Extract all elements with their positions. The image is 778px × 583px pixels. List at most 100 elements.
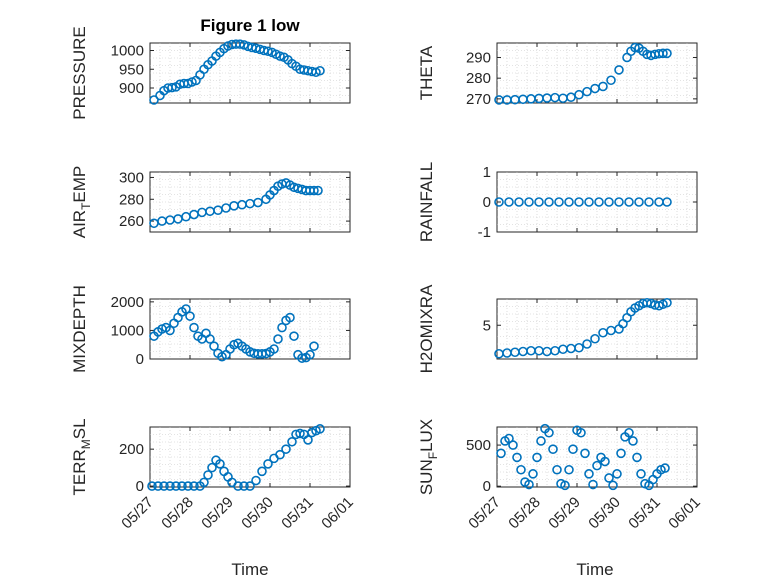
data-point	[600, 456, 610, 467]
data-point	[660, 463, 670, 473]
y-axis-label: PRESSURE	[70, 26, 89, 120]
data-point	[608, 480, 618, 491]
data-point	[287, 436, 297, 447]
data-point	[167, 82, 177, 93]
y-tick-label: 1000	[111, 43, 144, 60]
data-point	[552, 464, 562, 475]
data-point	[153, 481, 163, 491]
data-point	[662, 197, 672, 207]
data-point	[662, 297, 672, 308]
y-tick-label: 260	[119, 213, 144, 230]
y-tick-label: 5	[483, 317, 491, 334]
data-point	[582, 339, 592, 349]
data-point	[584, 469, 594, 479]
data-point	[634, 197, 644, 207]
data-point	[205, 334, 215, 344]
data-point	[662, 48, 672, 59]
data-point	[590, 333, 600, 344]
data-point	[209, 341, 219, 351]
data-point	[554, 197, 564, 207]
data-point	[584, 197, 594, 207]
data-point	[574, 342, 584, 353]
data-point	[285, 312, 295, 323]
data-point	[189, 481, 199, 491]
data-point	[315, 424, 325, 434]
data-point	[281, 444, 291, 454]
y-axis-label: SUNFLUX	[417, 419, 440, 495]
data-point	[592, 460, 602, 471]
data-point	[263, 459, 273, 469]
data-point	[215, 459, 225, 469]
x-axis-label-left: Time	[231, 560, 268, 579]
data-point	[564, 464, 574, 475]
data-point	[588, 479, 598, 490]
y-tick-label: 0	[136, 478, 144, 495]
data-point	[594, 197, 604, 207]
y-tick-label: 0	[483, 478, 491, 495]
y-tick-label: 500	[466, 437, 491, 454]
data-point	[309, 185, 319, 196]
figure-title: Figure 1 low	[200, 16, 300, 35]
data-point	[207, 462, 217, 473]
data-point	[289, 331, 299, 341]
data-point	[303, 435, 313, 445]
data-point	[516, 464, 526, 475]
data-point	[313, 185, 323, 196]
data-point	[658, 48, 668, 59]
data-point	[181, 304, 191, 314]
data-point	[494, 197, 504, 207]
data-point	[189, 322, 199, 333]
data-point	[297, 353, 307, 363]
data-point	[253, 197, 263, 208]
data-point	[536, 436, 546, 446]
data-point	[273, 334, 283, 344]
data-point	[574, 197, 584, 207]
data-point	[604, 197, 614, 207]
y-tick-label: 300	[119, 169, 144, 186]
data-point	[598, 81, 608, 92]
y-tick-label: 200	[119, 441, 144, 458]
data-point	[257, 466, 267, 477]
data-point	[263, 46, 273, 57]
data-point	[548, 444, 558, 454]
y-tick-label: 900	[119, 80, 144, 97]
data-point	[245, 481, 255, 491]
data-point	[528, 469, 538, 479]
subplot-5: 0 1000 2000 MIXDEPTH	[70, 285, 351, 373]
data-point	[524, 479, 534, 490]
data-point	[149, 95, 159, 105]
y-tick-label: 0	[136, 351, 144, 368]
subplot-4: -1 0 1 RAINFALL	[417, 162, 698, 242]
data-point	[574, 89, 584, 100]
y-axis-label: RAINFALL	[417, 162, 436, 242]
data-point	[504, 197, 514, 207]
data-point	[275, 51, 285, 61]
data-point	[183, 481, 193, 491]
y-axis-label: THETA	[417, 45, 436, 100]
x-axis-label-right: Time	[576, 560, 613, 579]
data-point	[606, 75, 616, 86]
data-point	[277, 322, 287, 333]
data-point	[604, 473, 614, 483]
data-point	[628, 436, 638, 446]
y-axis-label: TERRMSL	[70, 418, 93, 495]
data-point	[177, 481, 187, 491]
y-tick-label: 0	[483, 194, 491, 211]
y-tick-label: 1	[483, 164, 491, 181]
data-point	[582, 86, 592, 97]
data-point	[644, 197, 654, 207]
subplot-2: 270 280 290 THETA	[417, 42, 698, 108]
y-tick-label: 280	[119, 191, 144, 208]
data-point	[636, 469, 646, 479]
data-point	[147, 481, 157, 491]
data-point	[512, 452, 522, 463]
data-point	[275, 449, 285, 460]
data-point	[233, 481, 243, 491]
data-point	[171, 481, 181, 491]
data-point	[580, 448, 590, 459]
data-point	[508, 440, 518, 450]
data-point	[614, 197, 624, 207]
data-point	[576, 427, 586, 438]
